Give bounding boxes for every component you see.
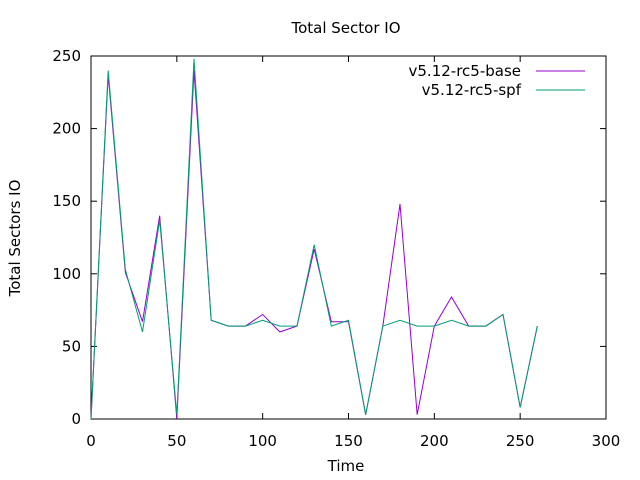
- series-line-v5.12-rc5-spf: [90, 58, 538, 420]
- x-tick-label: 50: [167, 432, 186, 450]
- y-tick-label: 150: [52, 192, 81, 210]
- legend-label: v5.12-rc5-spf: [422, 81, 522, 99]
- y-tick-label: 200: [52, 120, 81, 138]
- x-tick-label: 250: [506, 432, 535, 450]
- series-lines: [90, 58, 538, 420]
- axis-ticks: [90, 55, 607, 420]
- x-tick-label: 0: [86, 432, 96, 450]
- y-tick-label: 100: [52, 265, 81, 283]
- y-tick-label: 50: [62, 337, 81, 355]
- y-tick-label: 0: [71, 410, 81, 428]
- x-tick-label: 150: [334, 432, 363, 450]
- legend-label: v5.12-rc5-base: [409, 62, 522, 80]
- y-axis-label: Total Sectors IO: [6, 180, 24, 298]
- x-tick-label: 200: [420, 432, 449, 450]
- x-tick-label: 300: [592, 432, 621, 450]
- x-axis-label: Time: [327, 457, 365, 475]
- chart-title: Total Sector IO: [290, 19, 400, 37]
- y-tick-label: 250: [52, 47, 81, 65]
- x-tick-label: 100: [248, 432, 277, 450]
- axis-tick-labels: 0 50 100 150 200 250 300 0 50 100 150 200 250: [52, 47, 620, 450]
